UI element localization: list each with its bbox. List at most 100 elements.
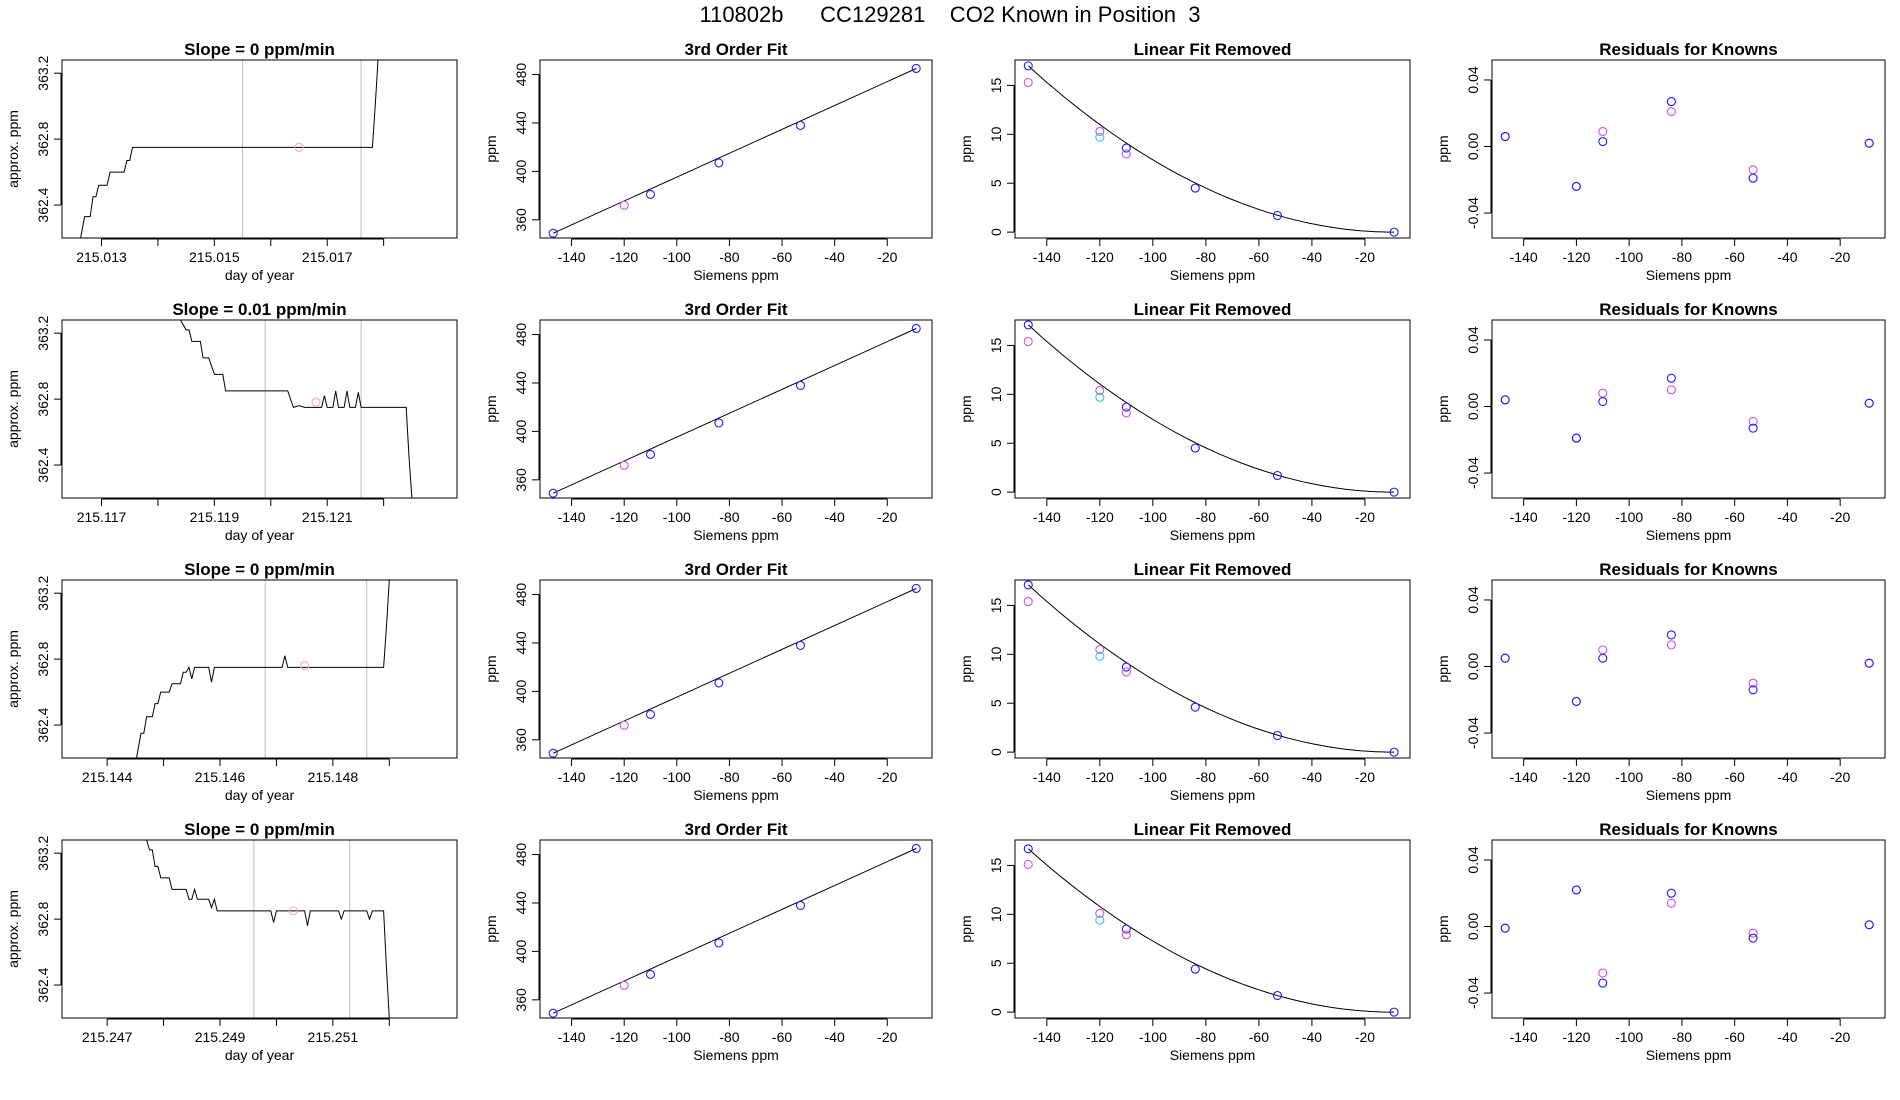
x-tick-label: -40 <box>825 509 845 525</box>
x-tick-label: -120 <box>1086 509 1114 525</box>
x-tick-label: -120 <box>1562 1029 1590 1045</box>
x-tick-label: -140 <box>558 249 586 265</box>
x-tick-label: -20 <box>1355 509 1375 525</box>
x-tick-label: -40 <box>825 769 845 785</box>
data-point <box>548 1008 558 1018</box>
y-tick-label: -0.04 <box>1465 977 1481 1009</box>
y-tick-label: 400 <box>513 420 529 444</box>
x-axis-label: Siemens ppm <box>1646 787 1732 803</box>
fit-line <box>552 68 917 234</box>
x-tick-label: -60 <box>1249 249 1269 265</box>
panel-title: Linear Fit Removed <box>1134 40 1292 59</box>
y-tick-label: 363.2 <box>35 575 51 610</box>
data-point <box>1598 653 1608 663</box>
data-point <box>1272 730 1282 741</box>
x-tick-label: -100 <box>1139 249 1167 265</box>
x-tick-label: -20 <box>877 1029 897 1045</box>
data-point <box>1023 596 1033 607</box>
y-tick-label: 362.4 <box>35 187 51 222</box>
x-tick-label: -40 <box>1302 509 1322 525</box>
y-tick-label: 362.4 <box>35 707 51 742</box>
y-tick-label: 10 <box>988 126 1004 142</box>
data-point <box>619 720 629 730</box>
x-tick-label: -60 <box>1725 249 1745 265</box>
data-point <box>1598 978 1608 988</box>
x-tick-label: 215.013 <box>76 249 127 265</box>
y-axis-label: ppm <box>1435 655 1451 682</box>
data-point <box>795 120 806 130</box>
data-point <box>1121 930 1131 940</box>
x-tick-label: -60 <box>772 1029 792 1045</box>
panel-r2c1: -140 -120 -100 -80 -60 -40 -20 360 400 440 480 3rd … <box>483 560 933 803</box>
y-tick-label: 363.2 <box>35 315 51 350</box>
x-tick-label: -120 <box>610 249 638 265</box>
data-point <box>1389 227 1399 237</box>
data-point <box>1500 395 1510 405</box>
x-tick-label: -20 <box>1830 249 1850 265</box>
data-point <box>645 709 656 719</box>
data-point <box>1748 173 1758 183</box>
x-tick-label: 215.249 <box>195 1029 246 1045</box>
data-point <box>1023 859 1033 870</box>
y-tick-label: 480 <box>513 323 529 347</box>
x-axis-label: Siemens ppm <box>1170 1047 1256 1063</box>
x-tick-label: -40 <box>825 249 845 265</box>
panel-title: 3rd Order Fit <box>685 560 788 579</box>
plot-frame <box>1491 579 1886 759</box>
x-tick-label: -120 <box>610 769 638 785</box>
x-tick-label: -20 <box>1355 249 1375 265</box>
y-tick-label: 0.04 <box>1465 586 1481 613</box>
y-axis-label: ppm <box>483 135 499 162</box>
data-point <box>1748 928 1758 938</box>
panel-r1c0: 215.117 215.119 215.121 362.4 362.8 363.2 Slop… <box>5 300 458 543</box>
data-point <box>1748 165 1758 175</box>
x-tick-label: -80 <box>1672 249 1692 265</box>
y-tick-label: 362.8 <box>35 121 51 156</box>
x-tick-label: -80 <box>1672 1029 1692 1045</box>
y-tick-label: -0.04 <box>1465 457 1481 489</box>
y-tick-label: 0 <box>988 748 1004 756</box>
data-point <box>645 189 656 199</box>
y-axis-label: ppm <box>1435 915 1451 942</box>
panel-title: Slope = 0 ppm/min <box>184 820 335 839</box>
y-tick-label: 0.00 <box>1465 913 1481 940</box>
x-tick-label: -140 <box>1033 769 1061 785</box>
data-point <box>1500 131 1510 142</box>
data-point <box>911 843 921 854</box>
x-tick-label: -20 <box>877 509 897 525</box>
data-point <box>1748 423 1758 433</box>
data-point <box>1095 651 1105 661</box>
data-point <box>1095 385 1105 395</box>
x-tick-label: -80 <box>719 509 739 525</box>
x-tick-label: -20 <box>1355 1029 1375 1045</box>
data-point <box>1748 933 1758 943</box>
plot-frame <box>1014 839 1411 1019</box>
fit-curve <box>1027 848 1395 1013</box>
y-axis-label: ppm <box>958 655 974 682</box>
x-tick-label: -60 <box>1725 509 1745 525</box>
data-point <box>1121 149 1131 159</box>
panel-r1c3: -140 -120 -100 -80 -60 -40 -20 -0.04 0.00 0.04 Res… <box>1435 300 1886 543</box>
panel-title: Residuals for Knowns <box>1599 40 1778 59</box>
x-tick-label: -60 <box>1249 1029 1269 1045</box>
data-point <box>1598 136 1608 147</box>
x-tick-label: -40 <box>1777 509 1797 525</box>
data-point <box>1095 126 1105 136</box>
data-point <box>619 980 629 990</box>
x-tick-label: 215.247 <box>82 1029 133 1045</box>
data-point <box>1121 402 1131 412</box>
panel-r2c3: -140 -120 -100 -80 -60 -40 -20 -0.04 0.00 0.04 Res… <box>1435 560 1886 803</box>
x-tick-label: -140 <box>558 509 586 525</box>
x-tick-label: -60 <box>1249 769 1269 785</box>
x-axis-label: Siemens ppm <box>1170 527 1256 543</box>
y-tick-label: 362.8 <box>35 641 51 676</box>
y-axis-label: approx. ppm <box>5 890 21 968</box>
fit-line <box>552 328 917 494</box>
data-point <box>548 228 558 238</box>
trace-line <box>180 320 413 498</box>
x-tick-label: -40 <box>1777 1029 1797 1045</box>
panel-title: Linear Fit Removed <box>1134 820 1292 839</box>
x-tick-label: -140 <box>1033 509 1061 525</box>
y-tick-label: 0.00 <box>1465 393 1481 420</box>
y-tick-label: 360 <box>513 208 529 232</box>
